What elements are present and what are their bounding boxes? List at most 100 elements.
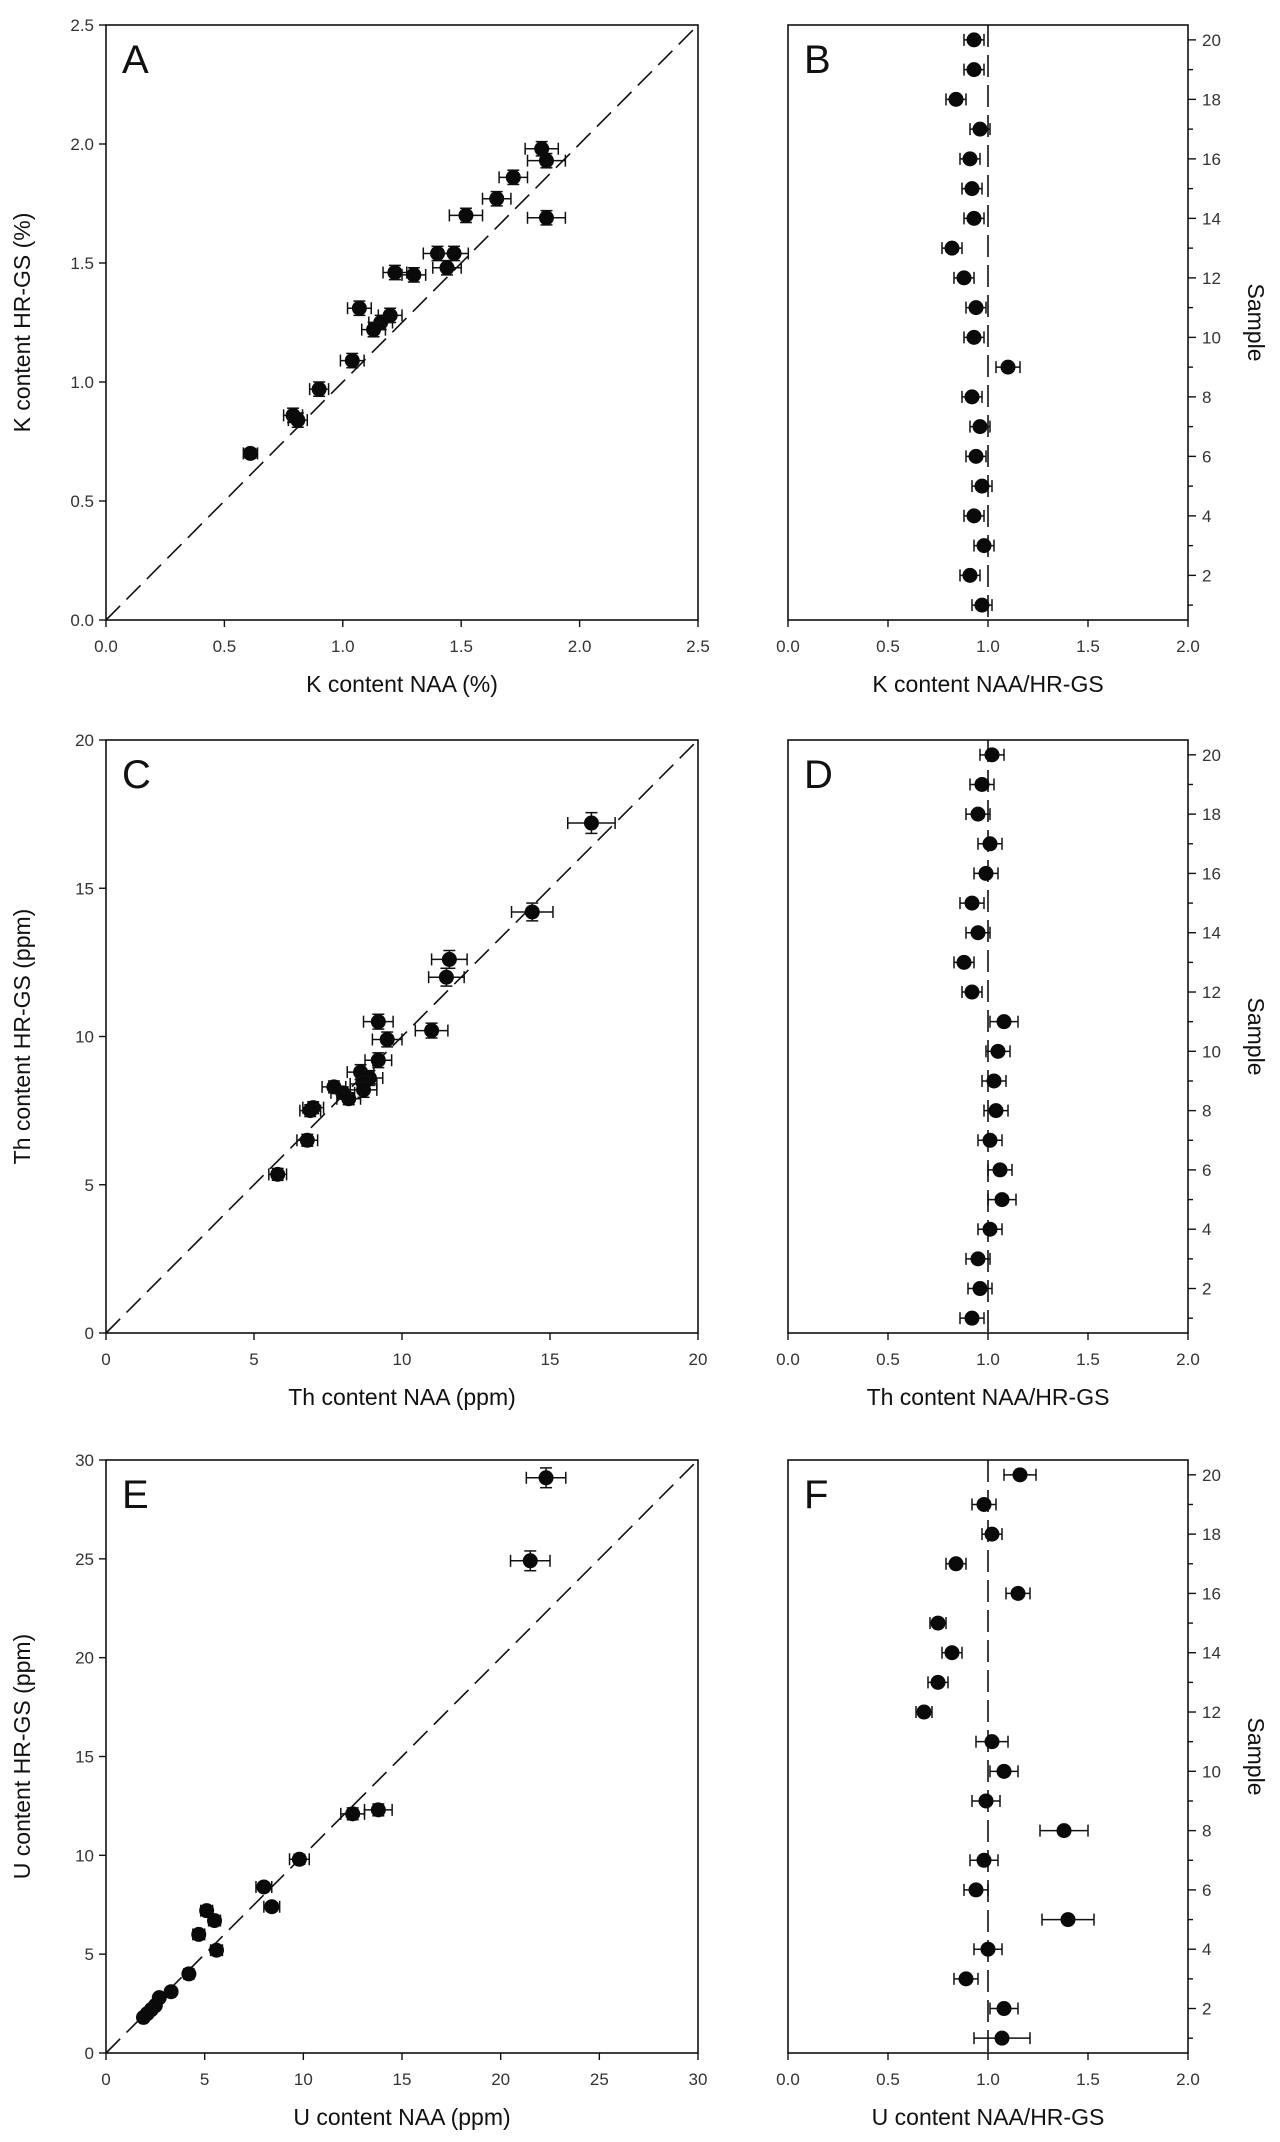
panel-a-reference-line [105,24,699,621]
panel-c-x-tick-label: 0 [101,1350,110,1369]
panel-e-point [263,1899,281,1915]
panel-b-x-tick-label: 0.5 [876,637,900,656]
panel-b-point [959,151,981,167]
panel-d-label: D [804,753,833,797]
panel-c-x-tick-label: 10 [393,1350,412,1369]
panel-a-point [526,209,567,226]
panel-d-x-tick-label: 1.5 [1076,1350,1100,1369]
panel-b-data-point [1000,359,1016,375]
panel-b-point [945,91,967,107]
panel-b-data-point [968,448,984,464]
panel-d-data-point [970,1251,986,1267]
panel-d-point [973,865,999,881]
panel-a-point [498,169,529,186]
panel-d-data-point [970,806,986,822]
panel-b-point [963,32,985,48]
panel-b-label: B [804,38,831,82]
panel-f-point [1005,1585,1031,1601]
panel-c-data-point [370,1052,386,1068]
panel-b-x-axis-label: K content NAA/HR-GS [872,671,1103,697]
panel-f-data-point [984,1734,1000,1750]
panel-a-data-point [344,353,360,369]
panel-d-point [983,1103,1009,1119]
panel-c-data-point [341,1091,357,1107]
panel-d-data-point [986,1073,1002,1089]
panel-a-one-to-one-line [105,24,699,621]
panel-f-y-tick-label: 2 [1202,2000,1211,2019]
panel-b-data-point [972,121,988,137]
panel-e-point [288,1851,311,1867]
panel-b-ticks: 0.0 0.5 1.0 1.5 2.0 2 4 6 8 10 12 14 16 18 20 [776,31,1221,656]
panel-f-data-point [996,2001,1012,2017]
panel-e-point [181,1966,197,1982]
panel-c-data-point [438,969,454,985]
panel-b-data-point [974,597,990,613]
panel-b-point [969,121,991,137]
panel-d-point [977,1221,1003,1237]
panel-b-data-point [948,91,964,107]
panel-b-data-point [956,270,972,286]
panel-e-point [151,1990,167,2006]
panel-f-data-point [976,1852,992,1868]
panel-c-points [268,811,616,1182]
panel-d-data-point [956,954,972,970]
panel-d-point [989,1014,1019,1030]
panel-b-data-point [944,240,960,256]
panel-a-data-point [387,265,403,281]
panel-b-y-tick-label: 10 [1202,328,1221,347]
panel-d-y-tick-label: 6 [1202,1161,1211,1180]
panel-d-data-point [964,984,980,1000]
panel-b-data-point [972,419,988,435]
panel-e-y-tick-label: 20 [75,1649,94,1668]
panel-a-y-axis-label: K content HR-GS (%) [9,213,35,433]
panel-d-y-axis-label: Sample [1243,998,1269,1076]
panel-f-data-point [930,1674,946,1690]
panel-c-point [371,1031,403,1048]
panel-f-label: F [804,1473,828,1517]
panel-e-point [207,1913,223,1929]
panel-a-y-tick-label: 0.5 [70,492,94,511]
panel-d-data-point [964,1310,980,1326]
panel-d-y-tick-label: 8 [1202,1102,1211,1121]
panel-b-data-point [974,478,990,494]
panel-f-data-point [916,1704,932,1720]
panel-f-data-point [980,1941,996,1957]
panel-d-point [977,1132,1003,1148]
panel-c-x-axis-label: Th content NAA (ppm) [288,1384,516,1410]
panel-d-x-tick-label: 2.0 [1176,1350,1200,1369]
panel-d-point [959,895,985,911]
panel-c-data-point [370,1014,386,1030]
panel-e-point [209,1942,225,1958]
panel-c-data-point [524,904,540,920]
panel-d-point [969,776,995,792]
panel-f-data-point [976,1496,992,1512]
panel-e-data-point [191,1926,207,1942]
panel-f-point [915,1704,933,1720]
panel-a-data-point [242,445,258,461]
panel-f-x-tick-label: 1.0 [976,2070,1000,2089]
panel-b-y-tick-label: 20 [1202,31,1221,50]
panel-a-data-point [406,267,422,283]
panel-a: 0.0 0.5 1.0 1.5 2.0 2.5 0.0 0.5 1.0 1.5 2.0 2.5 A K… [9,16,710,697]
panel-e-point [191,1926,207,1942]
panel-d-data-point [974,776,990,792]
panel-f-data-point [958,1971,974,1987]
panel-a-y-tick-label: 0.0 [70,611,94,630]
panel-e-y-tick-label: 0 [85,2044,94,2063]
panel-b-point [965,300,987,316]
panel-e-data-point [264,1899,280,1915]
panel-a-point [422,245,453,262]
panel-a-x-tick-label: 0.5 [213,637,237,656]
panel-b-point [971,478,993,494]
panel-b-data-point [962,567,978,583]
panel-f-data-point [1012,1467,1028,1483]
panel-b-data-point [966,329,982,345]
panel-f-point [981,1526,1003,1542]
panel-e-data-point [370,1802,386,1818]
panel-c-x-tick-label: 20 [689,1350,708,1369]
panel-e-data-point [291,1851,307,1867]
panel-b-data-point [976,538,992,554]
panel-e-one-to-one-line [105,1459,699,2054]
panel-e-x-tick-label: 30 [689,2070,708,2089]
